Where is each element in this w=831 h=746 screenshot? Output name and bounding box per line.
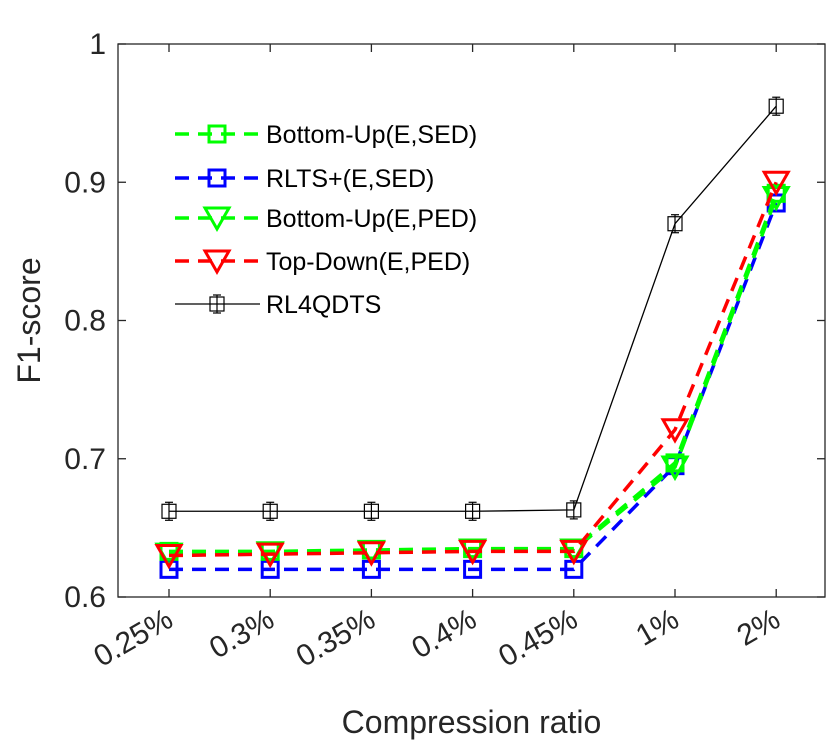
data-point (159, 559, 179, 579)
legend-item: Bottom-Up(E,PED) (175, 205, 477, 233)
y-tick-label: 0.8 (64, 305, 106, 338)
data-point (660, 418, 690, 444)
data-point (660, 455, 690, 482)
x-tick-label: 0.4% (406, 602, 482, 665)
legend-item: RL4QDTS (175, 291, 381, 319)
legend-label: Bottom-Up(E,PED) (266, 205, 477, 233)
series-rl4qdts (161, 96, 784, 521)
x-tick-label: 0.35% (291, 602, 381, 673)
data-point (559, 539, 589, 566)
y-tick-label: 0.9 (64, 166, 106, 199)
legend: Bottom-Up(E,SED) RLTS+(E,SED) Bottom-Up(E,… (175, 121, 477, 319)
series-top-down-e-ped (154, 170, 791, 570)
data-point (458, 539, 488, 566)
series-line (169, 202, 778, 572)
legend-item: RLTS+(E,SED) (175, 165, 434, 193)
legend-marker (209, 294, 225, 314)
legend-marker (207, 168, 227, 188)
legend-label: Top-Down(E,PED) (266, 248, 470, 276)
x-tick-label: 0.45% (493, 602, 583, 673)
legend-marker (202, 206, 232, 233)
x-tick-label: 1% (630, 602, 684, 652)
data-point (667, 214, 683, 234)
legend-marker (202, 249, 232, 276)
data-point (465, 501, 481, 521)
y-tick-label: 0.6 (64, 581, 106, 614)
series-line (169, 105, 777, 512)
legend-item: Top-Down(E,PED) (175, 248, 470, 276)
y-axis-title: F1-score (11, 257, 47, 383)
series-layer (154, 96, 791, 579)
data-point (363, 501, 379, 521)
data-point (566, 500, 582, 520)
data-point (768, 96, 784, 116)
data-point (356, 541, 386, 567)
series-line (169, 192, 778, 554)
legend-label: RLTS+(E,SED) (266, 165, 434, 193)
series-line (168, 196, 778, 556)
x-axis-title: Compression ratio (342, 704, 602, 740)
legend-marker (207, 124, 227, 144)
series-line (168, 181, 778, 558)
y-tick-label: 0.7 (64, 443, 106, 476)
x-tick-label: 2% (732, 602, 786, 652)
data-point (255, 542, 285, 569)
legend-item: Bottom-Up(E,SED) (175, 121, 477, 149)
y-axis: 0.6 0.7 0.8 0.9 1 (64, 28, 825, 614)
data-point (262, 501, 278, 521)
legend-label: RL4QDTS (266, 291, 381, 319)
data-point (154, 544, 184, 570)
x-tick-label: 0.3% (204, 602, 280, 665)
y-tick-label: 1 (89, 28, 106, 61)
data-point (161, 501, 177, 521)
legend-label: Bottom-Up(E,SED) (266, 121, 477, 149)
data-point (761, 170, 791, 197)
